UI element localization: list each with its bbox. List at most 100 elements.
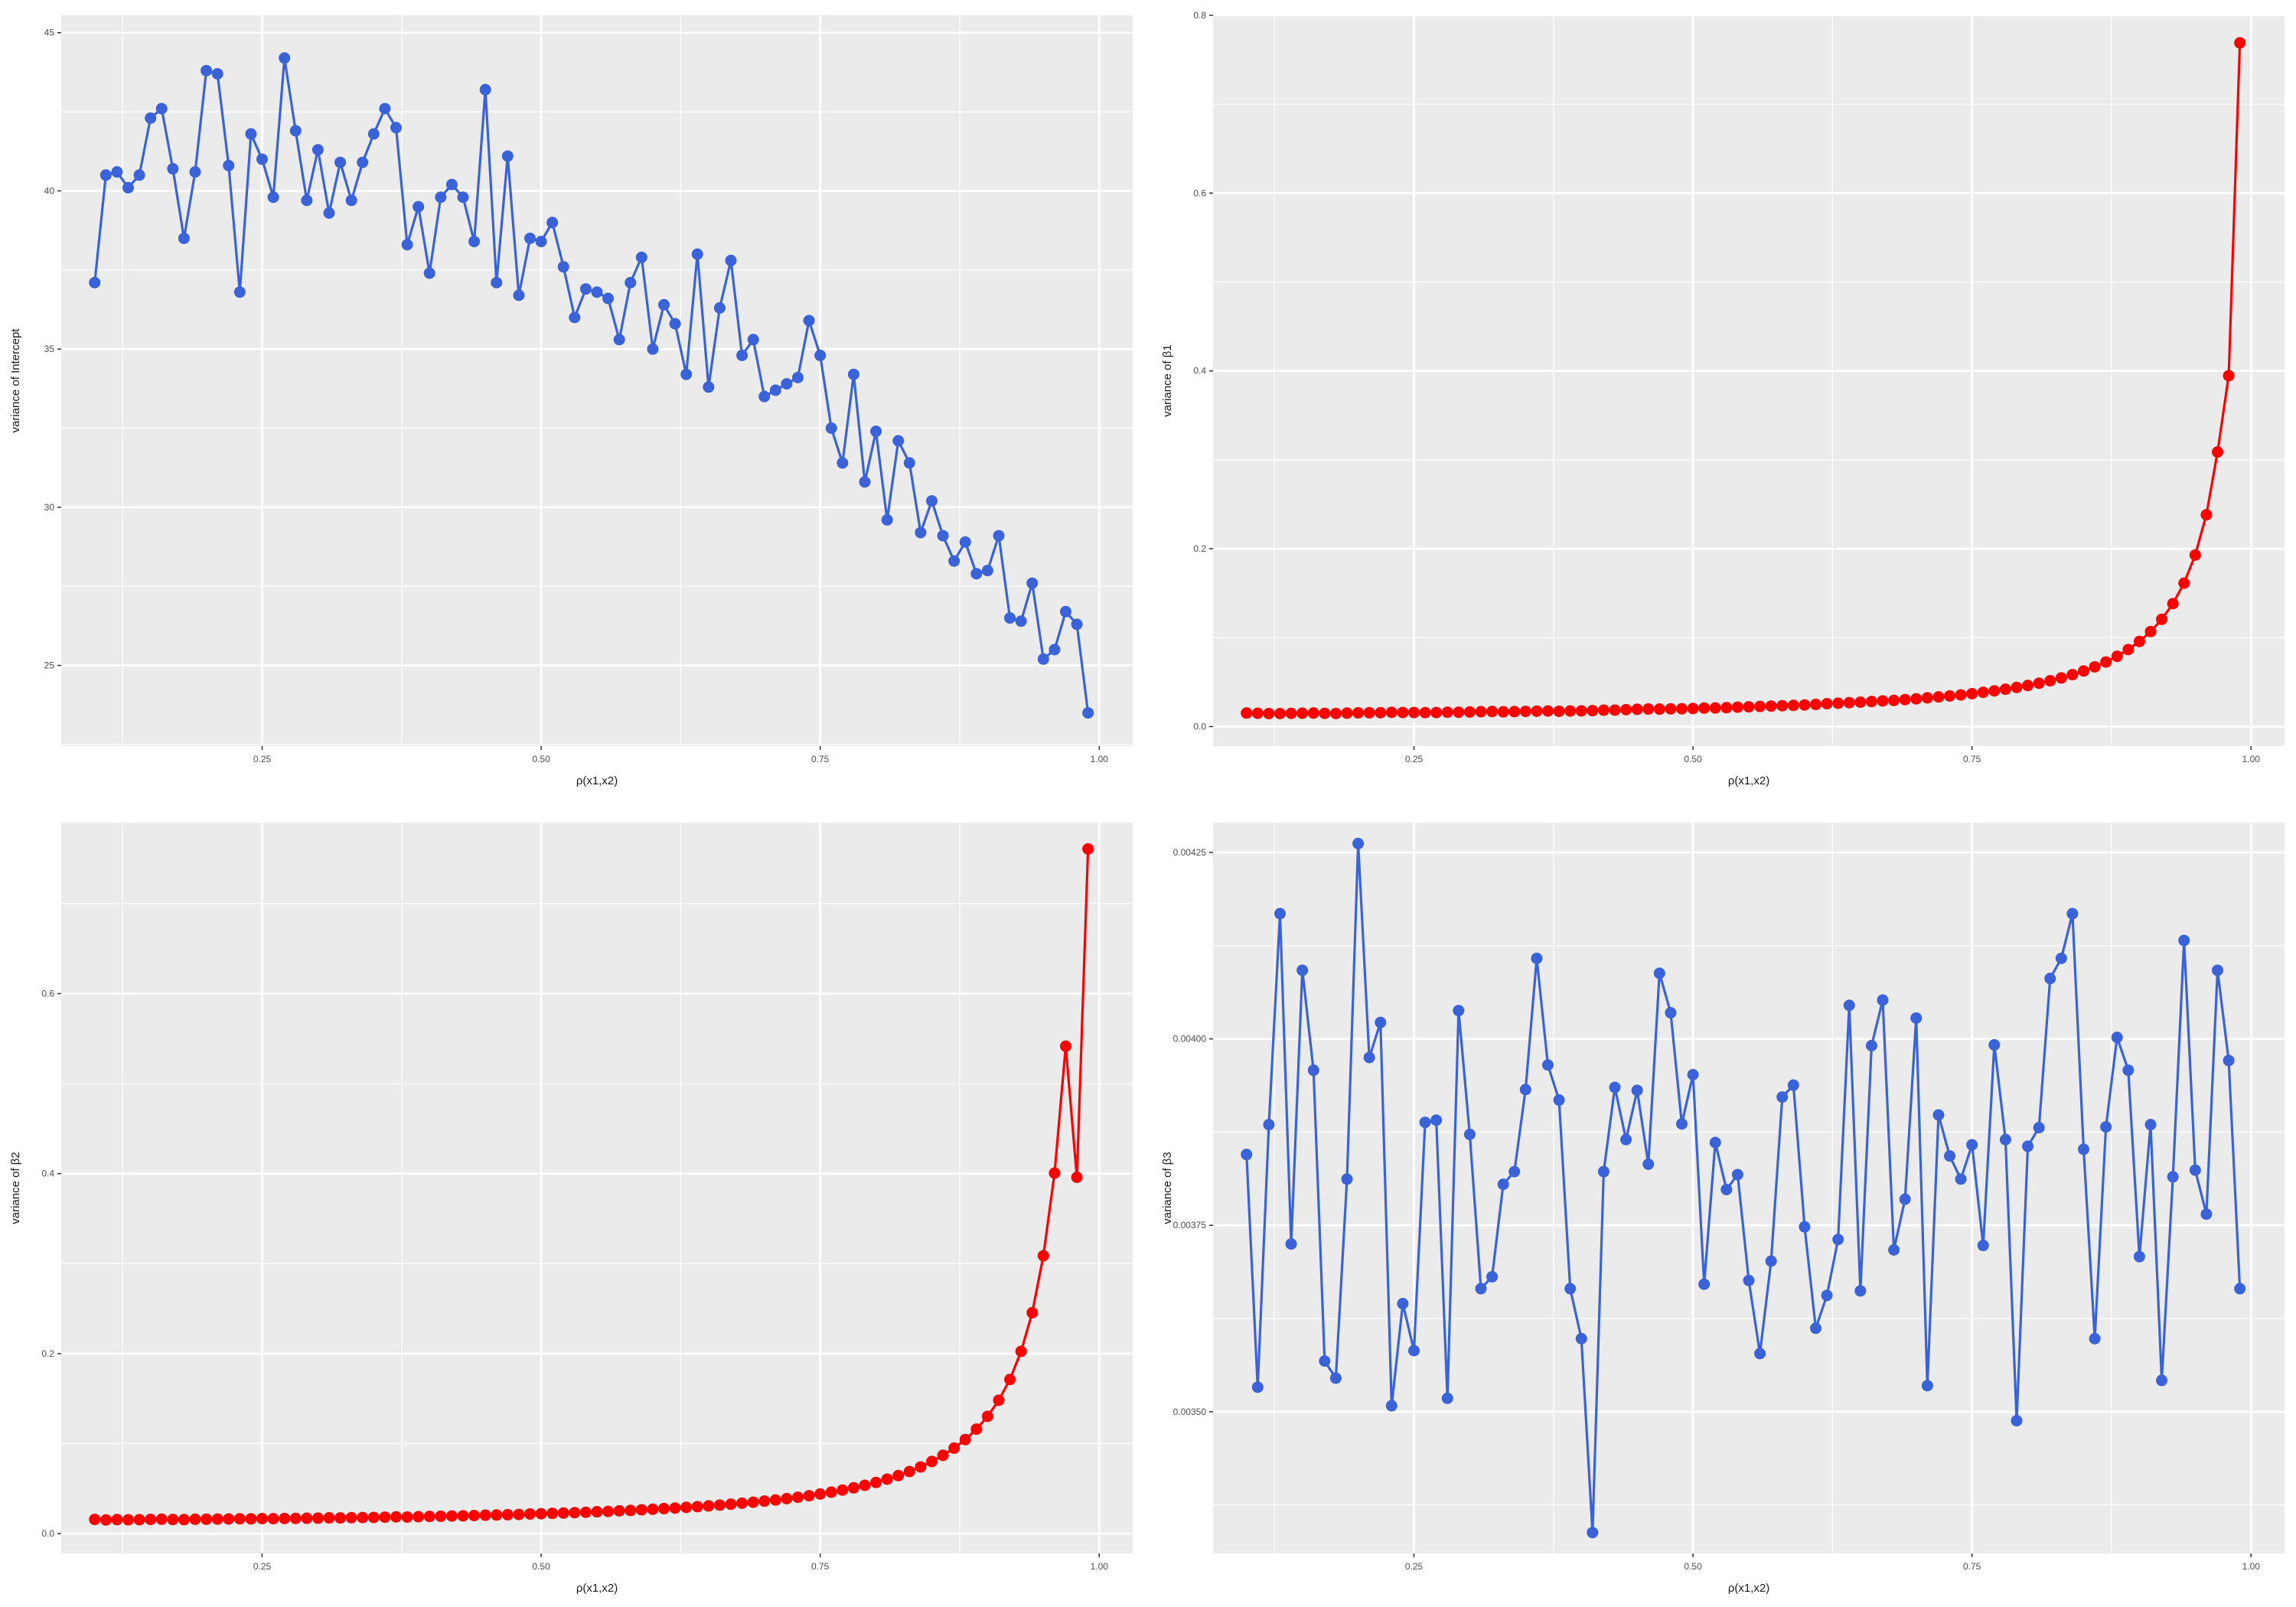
- data-point: [970, 1423, 983, 1436]
- data-point: [1799, 699, 1811, 711]
- y-tick-label: 0.4: [41, 1169, 54, 1179]
- data-point: [2167, 598, 2179, 610]
- data-point: [1854, 696, 1867, 709]
- data-point: [1564, 1283, 1577, 1295]
- y-axis-label: variance of β2: [9, 1152, 22, 1224]
- data-point: [557, 1507, 569, 1519]
- x-axis-label: ρ(x1,x2): [576, 774, 618, 787]
- data-point: [1910, 1012, 1923, 1024]
- data-point: [1910, 693, 1923, 705]
- data-point: [211, 67, 223, 80]
- data-point: [1251, 707, 1264, 719]
- x-tick-label: 0.50: [1684, 754, 1702, 764]
- data-point: [223, 1513, 235, 1525]
- panel-background: [1213, 823, 2285, 1553]
- data-point: [1743, 701, 1755, 713]
- data-point: [881, 513, 893, 526]
- data-point: [1363, 1051, 1375, 1064]
- data-point: [725, 1498, 737, 1511]
- data-point: [233, 286, 246, 298]
- data-point: [1508, 1165, 1521, 1178]
- data-point: [99, 169, 112, 181]
- data-point: [948, 555, 960, 567]
- data-point: [1944, 1150, 1955, 1162]
- data-point: [445, 178, 458, 191]
- data-point: [937, 1449, 949, 1462]
- data-point: [289, 1512, 302, 1524]
- data-point: [2178, 577, 2190, 589]
- data-point: [1575, 1332, 1587, 1345]
- data-point: [981, 1410, 993, 1423]
- data-point: [814, 349, 827, 361]
- data-point: [1631, 1084, 1643, 1097]
- data-point: [189, 166, 201, 178]
- data-point: [1765, 1255, 1777, 1267]
- data-point: [1977, 1240, 1989, 1252]
- data-point: [1430, 706, 1443, 719]
- y-tick-label: 0.2: [41, 1348, 54, 1359]
- data-point: [145, 1514, 157, 1526]
- data-point: [1709, 702, 1721, 714]
- data-point: [1743, 1274, 1755, 1286]
- data-point: [1921, 692, 1933, 704]
- data-point: [703, 1500, 715, 1512]
- data-point: [279, 1512, 291, 1524]
- data-point: [155, 1513, 168, 1525]
- data-point: [379, 103, 391, 115]
- data-point: [445, 1510, 458, 1522]
- data-point: [1385, 706, 1397, 719]
- x-tick-label: 0.50: [532, 1561, 550, 1572]
- data-point: [1564, 705, 1577, 717]
- y-tick-label: 30: [44, 502, 55, 513]
- data-point: [345, 194, 357, 207]
- data-point: [323, 1512, 335, 1524]
- data-point: [1082, 707, 1094, 719]
- data-point: [892, 435, 905, 447]
- data-point: [99, 1514, 112, 1526]
- data-point: [413, 1511, 425, 1523]
- data-point: [2234, 37, 2246, 49]
- x-tick-label: 1.00: [1091, 754, 1109, 764]
- data-point: [1631, 703, 1643, 715]
- data-point: [781, 1492, 793, 1504]
- data-point: [2111, 650, 2123, 663]
- data-point: [647, 1503, 659, 1515]
- data-point: [167, 163, 179, 175]
- data-point: [736, 1497, 748, 1509]
- data-point: [579, 1506, 592, 1518]
- data-point: [1609, 1081, 1621, 1094]
- data-point: [2133, 635, 2145, 647]
- data-point: [1251, 1381, 1264, 1393]
- data-point: [769, 384, 781, 396]
- data-point: [937, 530, 949, 542]
- data-point: [1642, 1158, 1655, 1170]
- data-point: [2122, 1064, 2135, 1077]
- data-point: [903, 457, 915, 469]
- data-point: [1441, 1392, 1453, 1404]
- x-tick-label: 0.50: [532, 754, 550, 764]
- data-point: [413, 200, 425, 213]
- data-point: [903, 1465, 915, 1478]
- y-axis-label: variance of β3: [1161, 1152, 1174, 1224]
- data-point: [2022, 1140, 2034, 1152]
- data-point: [1676, 702, 1688, 715]
- data-point: [769, 1494, 781, 1506]
- data-point: [1341, 707, 1353, 719]
- data-point: [2167, 1171, 2179, 1183]
- data-point: [1731, 701, 1743, 713]
- data-point: [423, 1511, 435, 1523]
- data-point: [513, 1508, 525, 1521]
- data-point: [1441, 706, 1453, 719]
- data-point: [1363, 706, 1375, 719]
- data-point: [1071, 1172, 1083, 1183]
- data-point: [1319, 707, 1331, 719]
- data-point: [1385, 1400, 1397, 1412]
- data-point: [357, 1511, 369, 1524]
- data-point: [1475, 1283, 1487, 1295]
- data-point: [390, 122, 402, 134]
- data-point: [211, 1513, 223, 1525]
- x-tick-label: 0.50: [1684, 1561, 1702, 1572]
- data-point: [1296, 707, 1309, 719]
- data-point: [1653, 703, 1665, 715]
- data-point: [1609, 704, 1621, 716]
